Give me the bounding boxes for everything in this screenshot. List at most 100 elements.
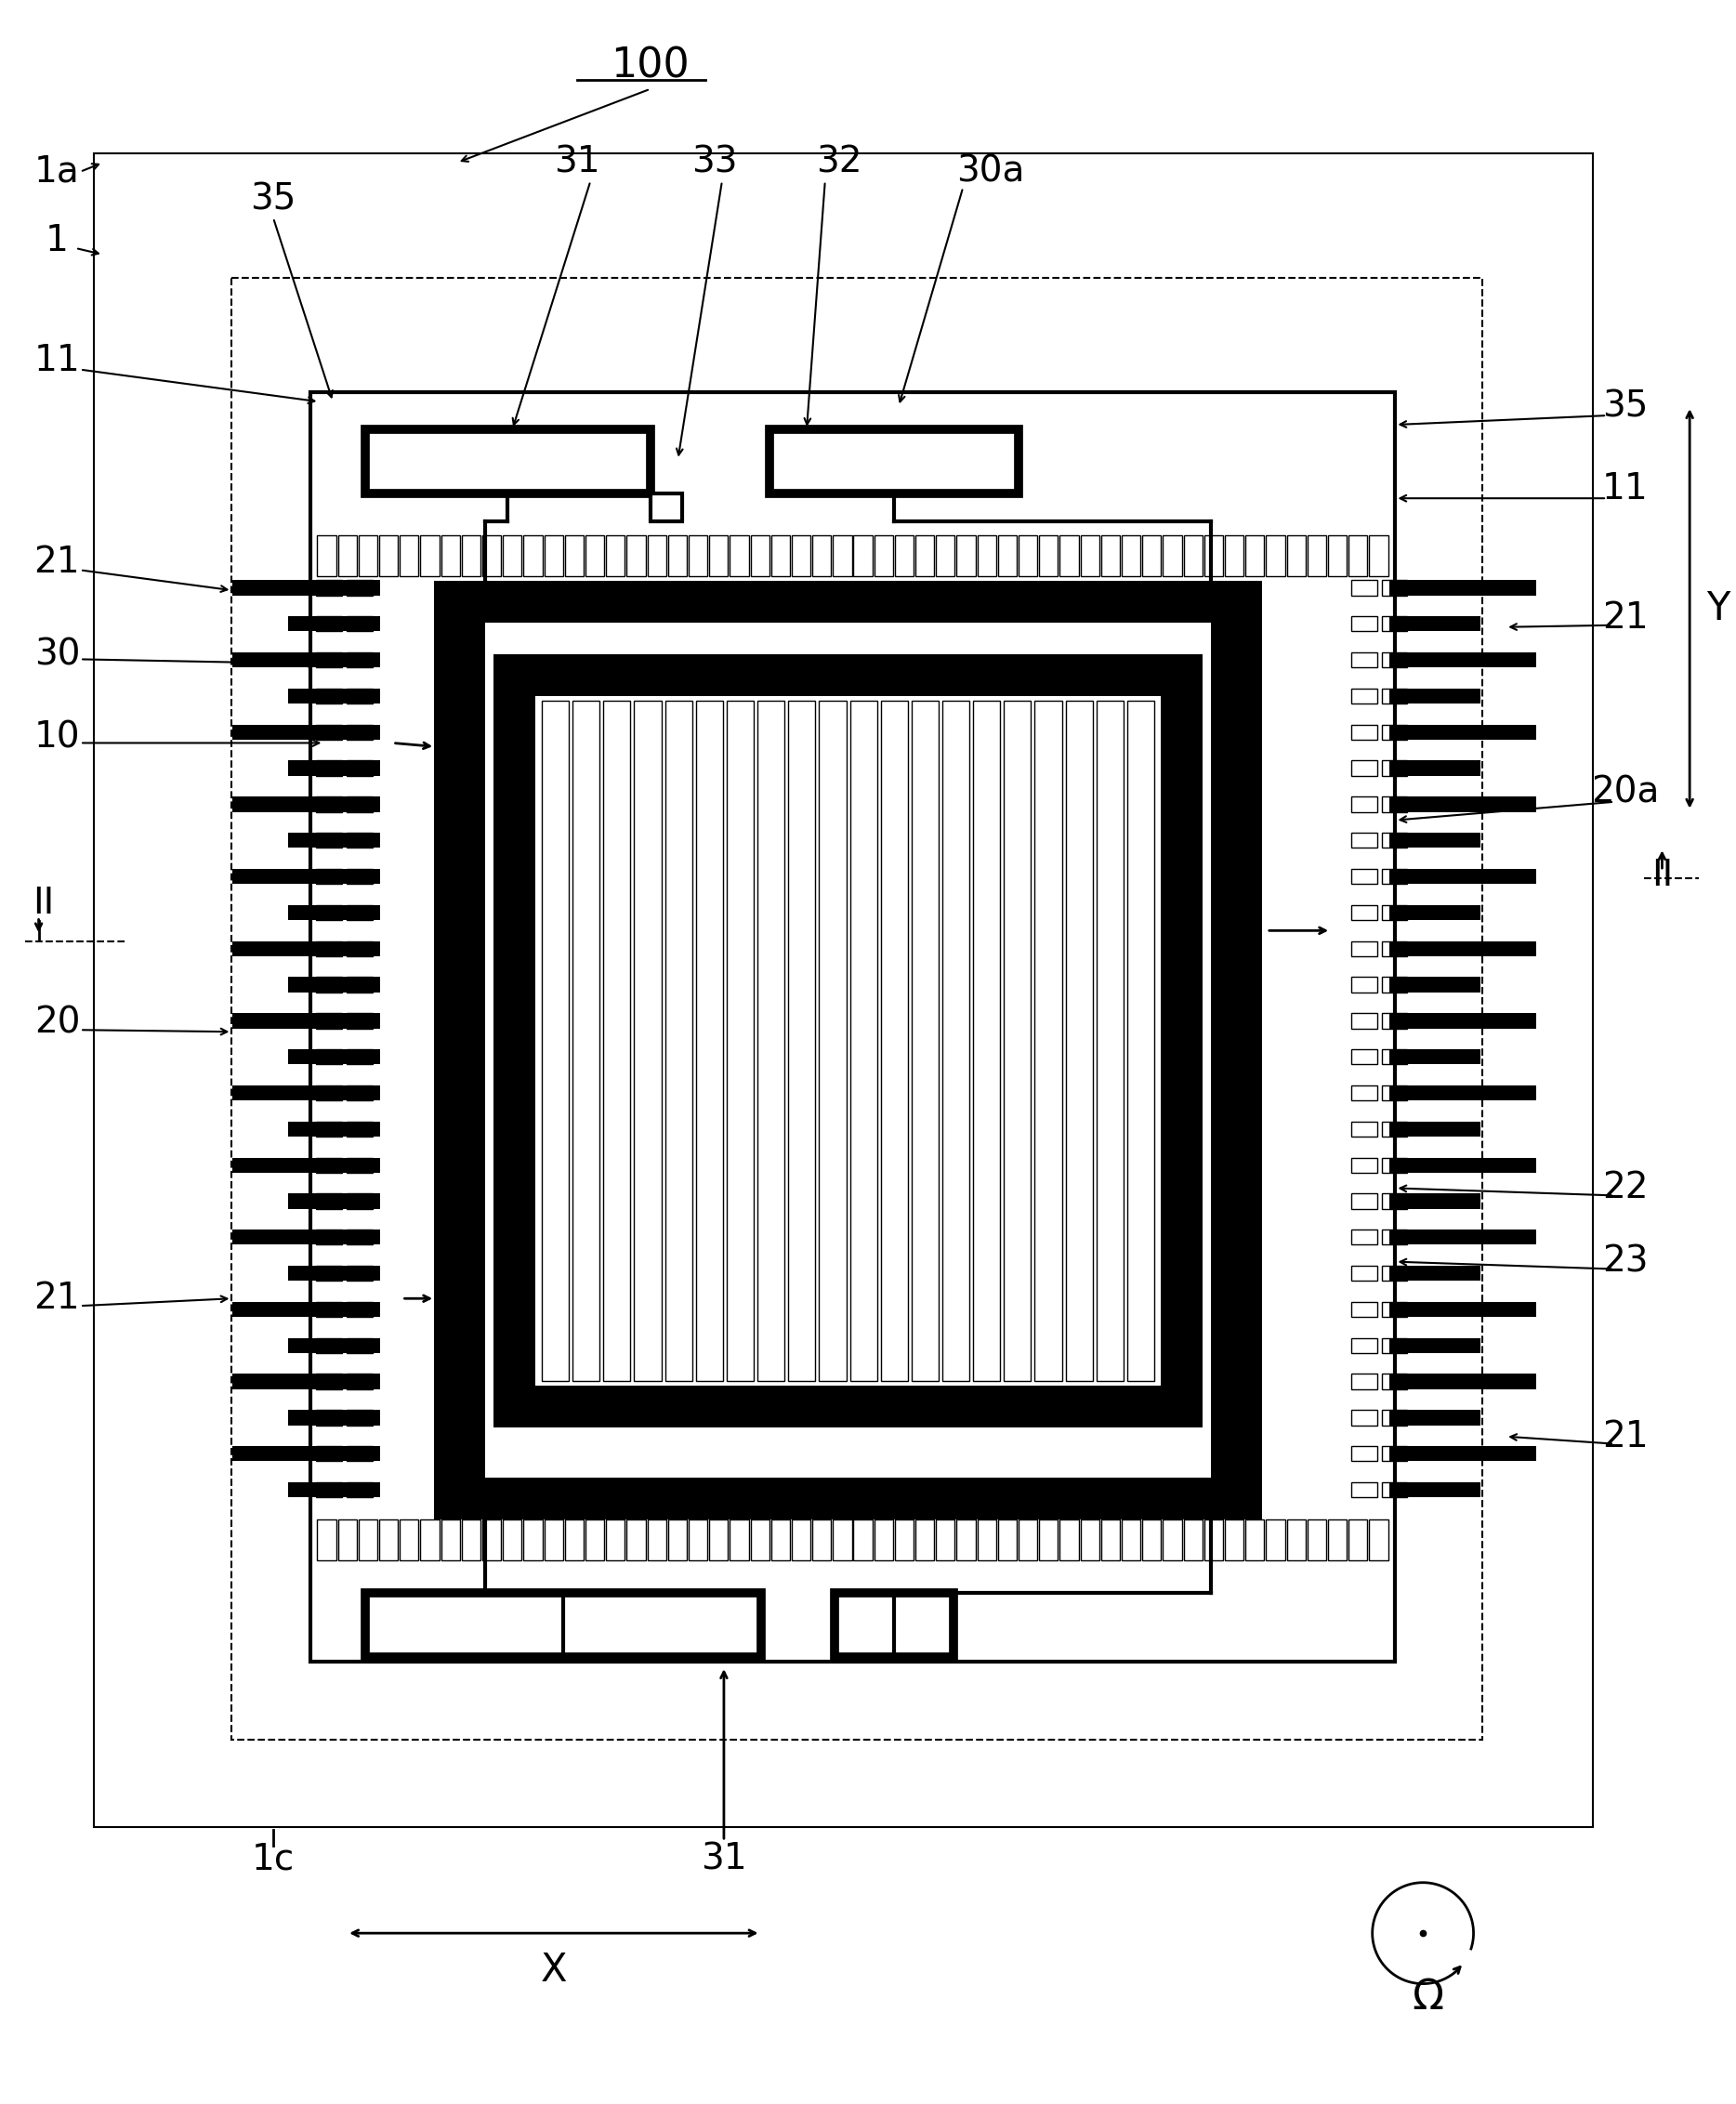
Bar [347, 905, 373, 919]
Bar [1349, 534, 1368, 576]
Bar [233, 1374, 380, 1389]
Bar [1080, 534, 1099, 576]
Bar [1351, 1410, 1377, 1424]
Bar [1382, 1050, 1408, 1065]
Bar [689, 1519, 707, 1561]
Bar [233, 1445, 380, 1462]
Bar [1389, 940, 1536, 955]
Bar [359, 1519, 377, 1561]
Bar [347, 724, 373, 741]
Bar [750, 534, 769, 576]
Bar [316, 724, 342, 741]
Bar [936, 534, 955, 576]
Bar [1351, 905, 1377, 919]
Bar [851, 701, 877, 1382]
Bar [1382, 1374, 1408, 1389]
Bar [233, 940, 380, 955]
Text: 30: 30 [35, 638, 80, 673]
Bar [833, 1519, 852, 1561]
Bar [854, 534, 873, 576]
Bar [1066, 701, 1092, 1382]
Bar [524, 534, 542, 576]
Text: 21: 21 [1602, 600, 1649, 635]
Bar [1059, 1519, 1078, 1561]
Bar [1389, 1481, 1481, 1498]
Bar [233, 869, 380, 884]
Bar [1351, 1157, 1377, 1172]
Bar [1351, 1445, 1377, 1462]
Bar [1351, 1229, 1377, 1246]
Bar [1389, 1157, 1536, 1172]
Bar [318, 534, 337, 576]
Bar [974, 701, 1000, 1382]
Bar [316, 1086, 342, 1100]
Bar [316, 940, 342, 955]
Bar [378, 534, 398, 576]
Bar [1019, 534, 1038, 576]
Bar [1040, 1519, 1057, 1561]
Bar [347, 797, 373, 812]
Bar [347, 869, 373, 884]
Bar [359, 534, 377, 576]
Bar [957, 534, 976, 576]
Bar [288, 1193, 380, 1208]
Bar [483, 534, 502, 576]
Bar [1370, 534, 1389, 576]
Bar [1266, 1519, 1285, 1561]
Bar [1389, 760, 1481, 776]
Bar [483, 1519, 502, 1561]
Bar [434, 581, 1262, 623]
Bar [1003, 701, 1031, 1382]
Bar [1351, 688, 1377, 703]
Bar [288, 760, 380, 776]
Bar [1351, 1338, 1377, 1353]
Text: 20a: 20a [1592, 774, 1660, 810]
Bar [233, 797, 380, 812]
Bar [347, 1338, 373, 1353]
Bar [936, 1519, 955, 1561]
Bar [1351, 1121, 1377, 1136]
Bar [542, 701, 569, 1382]
Bar [288, 905, 380, 919]
Bar [1205, 1519, 1222, 1561]
Bar [1142, 534, 1161, 576]
Bar [347, 1014, 373, 1029]
Bar [627, 534, 646, 576]
Text: X: X [540, 1950, 568, 1990]
Bar [1142, 1519, 1161, 1561]
Bar [1101, 534, 1120, 576]
Bar [399, 534, 418, 576]
Bar [1163, 534, 1182, 576]
Bar [347, 833, 373, 848]
Bar [1307, 534, 1326, 576]
Bar [585, 1519, 604, 1561]
Bar [1307, 1519, 1326, 1561]
Bar [1184, 1519, 1203, 1561]
Text: II: II [1651, 858, 1674, 892]
Bar [1382, 652, 1408, 667]
Bar [1351, 724, 1377, 741]
Text: 32: 32 [816, 145, 861, 181]
Bar [347, 1157, 373, 1172]
Bar [1121, 1519, 1141, 1561]
Text: 35: 35 [250, 181, 297, 217]
Bar [1351, 616, 1377, 631]
Bar [288, 976, 380, 993]
Bar [288, 616, 380, 631]
Bar [1389, 1445, 1536, 1462]
Bar [1382, 760, 1408, 776]
Bar [812, 534, 832, 576]
Bar [1351, 833, 1377, 848]
Bar [1382, 976, 1408, 993]
Bar [771, 534, 790, 576]
Text: II: II [33, 886, 54, 922]
Bar [347, 581, 373, 595]
Bar [316, 1481, 342, 1498]
Bar [347, 1302, 373, 1317]
Bar [1389, 616, 1481, 631]
Bar [606, 534, 625, 576]
Text: 22: 22 [1602, 1170, 1647, 1206]
Bar [316, 1050, 342, 1065]
Bar [233, 1086, 380, 1100]
Bar [1382, 1410, 1408, 1424]
